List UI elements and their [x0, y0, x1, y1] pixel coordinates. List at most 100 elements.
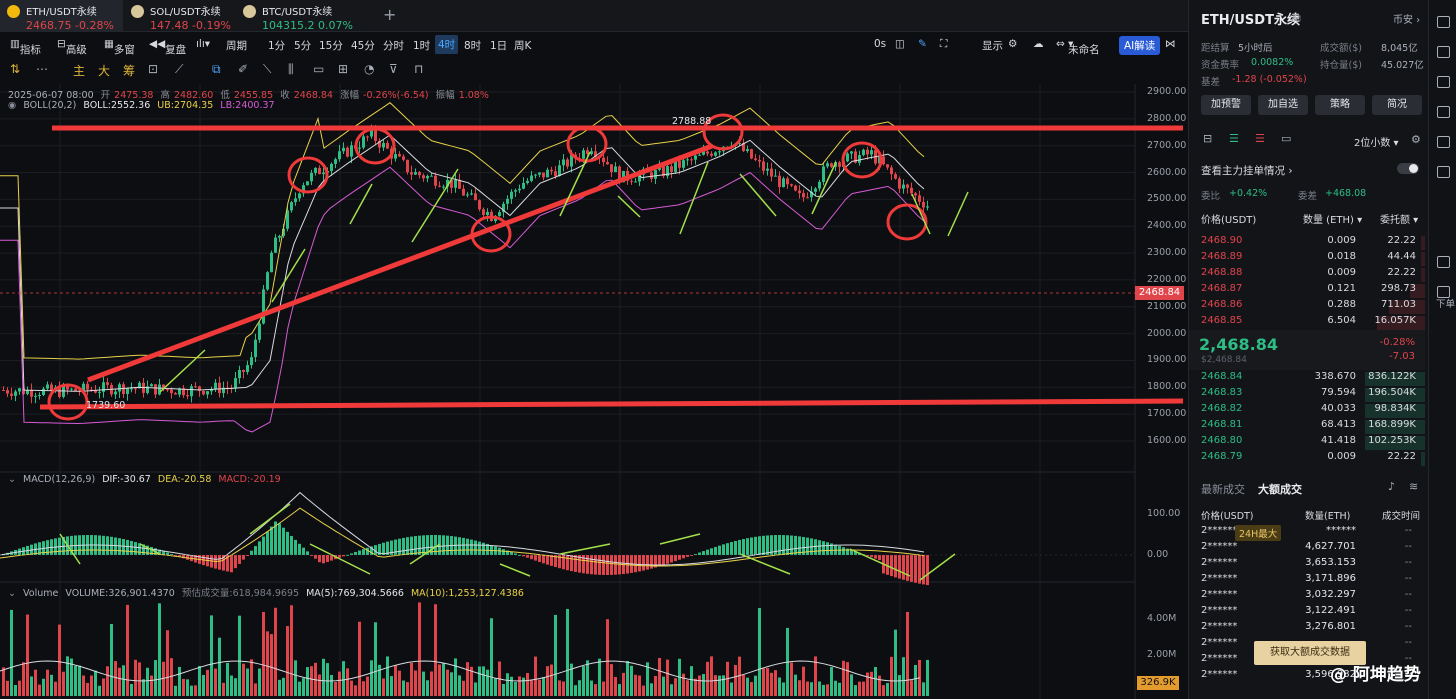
trade-row[interactable]: 2****** 3,171.896 --: [1189, 573, 1425, 589]
ask-row[interactable]: 2468.85 6.504 16.057K: [1189, 315, 1425, 331]
filter-icon[interactable]: ⊽: [389, 62, 398, 76]
circle-icon[interactable]: ◔: [364, 62, 375, 76]
period-1d[interactable]: 1日: [490, 40, 508, 52]
order-icon[interactable]: [1437, 286, 1450, 298]
period-8h[interactable]: 8时: [464, 40, 482, 52]
trash-icon[interactable]: ⊓: [414, 62, 424, 76]
asks-view-icon[interactable]: ☰: [1255, 132, 1265, 145]
cloud-icon[interactable]: ☁: [1033, 38, 1044, 50]
gear-icon[interactable]: ⚙: [1411, 133, 1421, 146]
period-45m[interactable]: 45分: [351, 40, 375, 52]
rail-label-order[interactable]: 下单: [1436, 299, 1456, 310]
add-watchlist-button[interactable]: 加自选: [1258, 95, 1308, 115]
bell-icon[interactable]: ♪: [1388, 480, 1396, 493]
pen-icon[interactable]: ✎: [918, 38, 927, 50]
eye-icon[interactable]: ◉: [8, 100, 17, 111]
overview-button[interactable]: 简况: [1372, 95, 1422, 115]
add-tab-button[interactable]: +: [383, 5, 397, 24]
bid-row[interactable]: 2468.80 41.418 102.253K: [1189, 435, 1425, 451]
chips-button[interactable]: 筹: [123, 64, 136, 78]
magnet-icon[interactable]: ⊡: [148, 62, 159, 76]
add-alert-button[interactable]: 加预警: [1201, 95, 1251, 115]
get-large-trades-button[interactable]: 获取大额成交数据: [1254, 641, 1366, 665]
period-4h[interactable]: 4时: [435, 35, 459, 54]
trade-row[interactable]: 2****** 3,032.297 --: [1189, 589, 1425, 605]
depth-view-icon[interactable]: ▭: [1281, 132, 1292, 145]
collapse-icon[interactable]: ⌄: [8, 588, 16, 599]
period-15m[interactable]: 15分: [319, 40, 343, 52]
trade-row[interactable]: 2****** 3,276.801 --: [1189, 621, 1425, 637]
ask-row[interactable]: 2468.87 0.121 298.73: [1189, 283, 1425, 299]
period-1h[interactable]: 1时: [413, 40, 431, 52]
copy-icon[interactable]: ⧉: [1293, 11, 1301, 24]
advanced-button[interactable]: ⊟ 高级: [57, 38, 87, 56]
ruler-icon[interactable]: ⟋: [175, 62, 184, 76]
bid-row[interactable]: 2468.81 68.413 168.899K: [1189, 419, 1425, 435]
orderbook-icon[interactable]: [1437, 76, 1450, 88]
bank-icon[interactable]: [1437, 166, 1450, 178]
layout-name[interactable]: ⇔ 未命名 ▾: [1056, 38, 1100, 56]
tab-sol[interactable]: SOL/USDT永续 147.48 -0.19%: [124, 0, 234, 32]
period-1w[interactable]: 周K: [514, 40, 532, 52]
ask-row[interactable]: 2468.89 0.018 44.44: [1189, 251, 1425, 267]
bid-row[interactable]: 2468.83 79.594 196.504K: [1189, 387, 1425, 403]
trade-row[interactable]: 2****** 4,627.701 --: [1189, 541, 1425, 557]
candle-icon[interactable]: ⫼: [288, 62, 294, 76]
trade-row[interactable]: 2****** --: [1189, 637, 1425, 653]
both-sides-view-icon[interactable]: ⊟: [1203, 132, 1213, 145]
strategy-button[interactable]: 策略: [1315, 95, 1365, 115]
kline-chart[interactable]: [0, 84, 1188, 699]
stats-icon[interactable]: ≋: [1409, 480, 1419, 493]
ask-row[interactable]: 2468.88 0.009 22.22: [1189, 267, 1425, 283]
tab-large-trades[interactable]: 大额成交: [1258, 483, 1302, 496]
bid-row[interactable]: 2468.82 40.033 98.834K: [1189, 403, 1425, 419]
doc-icon[interactable]: ▭: [313, 62, 325, 76]
tab-eth[interactable]: ETH/USDT永续 2468.75 -0.28%: [0, 0, 123, 32]
replay-button[interactable]: ◀◀ 复盘: [149, 38, 187, 56]
more-icon[interactable]: ⋯: [36, 62, 48, 76]
grid-icon[interactable]: ⊞: [338, 62, 349, 76]
ask-row[interactable]: 2468.86 0.288 711.03: [1189, 299, 1425, 315]
exchange-select[interactable]: 币安 ›: [1393, 15, 1421, 26]
share-icon[interactable]: ⋈: [1165, 38, 1176, 50]
tab-latest-trades[interactable]: 最新成交: [1201, 483, 1245, 496]
bid-row[interactable]: 2468.84 338.670 836.122K: [1189, 371, 1425, 387]
main-force-button[interactable]: 主: [73, 64, 86, 78]
tab-btc[interactable]: BTC/USDT永续 104315.2 0.07%: [236, 0, 356, 32]
period-timeshare[interactable]: 分时: [383, 40, 404, 52]
line-icon[interactable]: ⟍: [263, 62, 272, 76]
big-orders-link[interactable]: 查看主力挂单情况 ›: [1201, 165, 1293, 177]
trade-row[interactable]: 2****** 3,596.982 --: [1189, 669, 1425, 685]
bids-view-icon[interactable]: ☰: [1229, 132, 1239, 145]
doc-icon[interactable]: [1437, 136, 1450, 148]
trade-row[interactable]: 2****** 3,122.491 --: [1189, 605, 1425, 621]
panel-symbol[interactable]: ETH/USDT永续: [1201, 13, 1300, 28]
copy-icon[interactable]: ⧉: [212, 62, 221, 76]
display-button[interactable]: 显示: [982, 40, 1003, 52]
calc-icon[interactable]: [1437, 256, 1450, 268]
period-5m[interactable]: 5分: [294, 40, 312, 52]
chart-area[interactable]: 2025-06-07 08:00 开 2475.38 高 2482.60 低 2455…: [0, 84, 1188, 699]
decimals-select[interactable]: 2位小数 ▾: [1354, 138, 1399, 149]
ai-button[interactable]: AI解读: [1119, 36, 1161, 55]
big-order-button[interactable]: 大: [98, 64, 111, 78]
trade-row[interactable]: 2****** ****** --: [1189, 525, 1425, 541]
bid-row[interactable]: 2468.79 0.009 22.22: [1189, 451, 1425, 467]
layout-icon[interactable]: [1437, 16, 1450, 28]
trade-row[interactable]: 2****** 3,653.153 --: [1189, 557, 1425, 573]
list-icon[interactable]: [1437, 46, 1450, 58]
ob-header-qty[interactable]: 数量 (ETH) ▾: [1303, 215, 1363, 226]
chart-icon[interactable]: [1437, 106, 1450, 118]
trade-row[interactable]: 2****** --: [1189, 653, 1425, 669]
camera-icon[interactable]: ◫: [895, 38, 905, 50]
fullscreen-icon[interactable]: ⛶: [940, 38, 948, 50]
indicator-button[interactable]: ▥ 指标: [10, 38, 41, 56]
gear-icon[interactable]: ⚙: [1008, 38, 1018, 50]
pencil-icon[interactable]: ✐: [238, 62, 249, 76]
period-button[interactable]: 周期: [226, 40, 247, 52]
ob-header-amount[interactable]: 委托额 ▾: [1380, 215, 1419, 226]
ask-row[interactable]: 2468.90 0.009 22.22: [1189, 235, 1425, 251]
multi-window-button[interactable]: ▦ 多窗: [104, 38, 135, 56]
collapse-icon[interactable]: ⌄: [8, 474, 16, 485]
chart-type-button[interactable]: ılı▾: [196, 38, 211, 50]
